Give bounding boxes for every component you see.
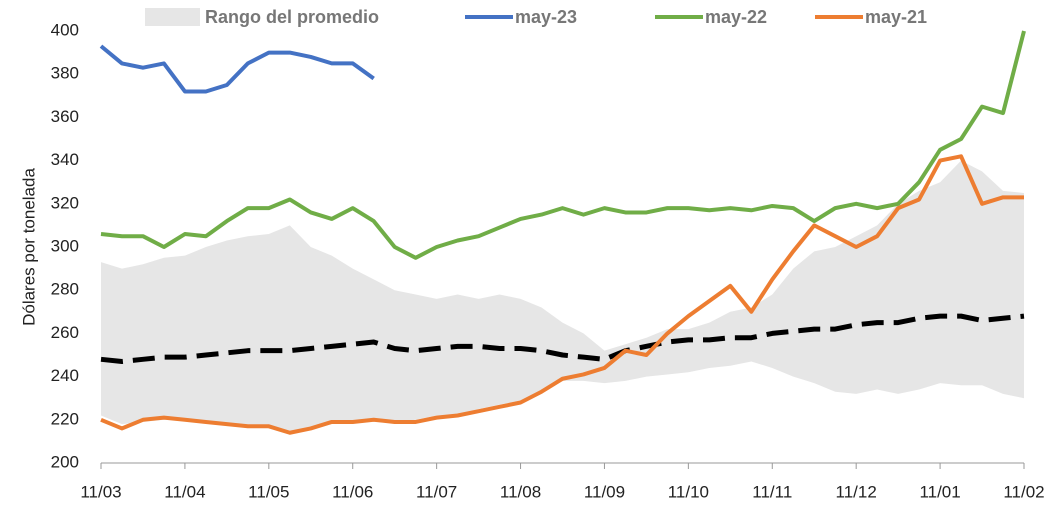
x-tick-label: 11/12	[836, 482, 877, 501]
range-area	[101, 160, 1024, 433]
y-tick-label: 220	[51, 409, 79, 428]
x-tick-label: 11/10	[668, 482, 709, 501]
y-axis-label: Dólares por tonelada	[19, 168, 38, 326]
y-tick-label: 240	[51, 366, 79, 385]
x-tick-label: 11/06	[332, 482, 373, 501]
y-tick-label: 400	[51, 20, 79, 39]
legend-swatch	[145, 8, 200, 26]
y-tick-label: 260	[51, 323, 79, 342]
y-tick-label: 280	[51, 280, 79, 299]
x-tick-label: 11/04	[164, 482, 205, 501]
average-line	[100, 313, 1025, 364]
y-tick-label: 320	[51, 193, 79, 212]
y-tick-label: 360	[51, 107, 79, 126]
x-tick-label: 11/02	[1003, 482, 1044, 501]
x-tick-label: 11/08	[500, 482, 541, 501]
series-line	[100, 154, 1024, 435]
x-tick-label: 11/09	[584, 482, 625, 501]
x-tick-label: 11/05	[248, 482, 289, 501]
legend-label: may-22	[705, 7, 767, 27]
y-tick-label: 340	[51, 150, 79, 169]
legend-label: may-23	[515, 7, 577, 27]
legend-label: Rango del promedio	[205, 7, 379, 27]
x-tick-label: 11/11	[752, 482, 792, 501]
y-tick-label: 380	[51, 64, 79, 83]
x-tick-label: 11/07	[416, 482, 457, 501]
legend-label: may-21	[865, 7, 927, 27]
y-tick-label: 300	[51, 236, 79, 255]
series-line	[100, 30, 1026, 260]
series-line	[99, 44, 375, 94]
x-tick-label: 11/01	[919, 482, 960, 501]
y-tick-label: 200	[51, 452, 79, 471]
x-tick-label: 11/03	[80, 482, 121, 501]
